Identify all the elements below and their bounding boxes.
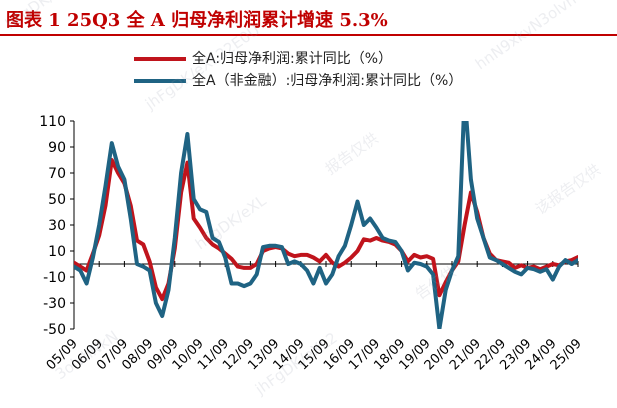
legend-label-all-a-nonfin: 全A（非金融）:归母净利润:累计同比（%） bbox=[192, 73, 463, 89]
y-tick-label: 50 bbox=[48, 192, 66, 208]
legend-swatch-all-a-nonfin bbox=[134, 79, 186, 83]
watermark-text: hFgDK/eXL bbox=[192, 191, 270, 253]
figure-header: 图表 1 25Q3 全 A 归母净利润累计增速 5.3% bbox=[0, 0, 617, 32]
series-line-1 bbox=[74, 121, 578, 329]
y-tick-label: -30 bbox=[43, 296, 66, 312]
legend-swatch-all-a bbox=[134, 57, 186, 61]
y-tick-label: -10 bbox=[43, 270, 66, 286]
y-tick-label: 70 bbox=[48, 166, 66, 182]
legend-item-all-a-nonfin: 全A（非金融）:归母净利润:累计同比（%） bbox=[134, 70, 462, 92]
watermark-text: 报告仅供 bbox=[322, 129, 381, 178]
legend-item-all-a: 全A:归母净利润:累计同比（%） bbox=[134, 48, 462, 70]
watermark-text: hFgDK/eXL22E0U bbox=[2, 0, 120, 33]
chart-axes: 1109070503010-10-30-5005/0906/0907/0908/… bbox=[39, 114, 585, 373]
y-tick-label: 90 bbox=[48, 140, 66, 156]
title-rule bbox=[0, 34, 617, 36]
watermark-text: jhFgDK/eXL22E0U bbox=[141, 21, 263, 114]
legend-label-all-a: 全A:归母净利润:累计同比（%） bbox=[192, 51, 393, 67]
legend: 全A:归母净利润:累计同比（%） 全A（非金融）:归母净利润:累计同比（%） bbox=[134, 48, 462, 92]
figure-title: 图表 1 25Q3 全 A 归母净利润累计增速 5.3% bbox=[6, 10, 388, 31]
series-layer bbox=[74, 121, 578, 329]
watermark-text: hnN9xkvN3olvh bbox=[472, 0, 580, 73]
watermark-text: 该报告仅供 bbox=[532, 161, 604, 219]
y-tick-label: 10 bbox=[48, 244, 66, 260]
y-tick-label: 110 bbox=[39, 114, 66, 130]
y-tick-label: 30 bbox=[48, 218, 66, 234]
y-tick-label: -50 bbox=[43, 322, 66, 338]
